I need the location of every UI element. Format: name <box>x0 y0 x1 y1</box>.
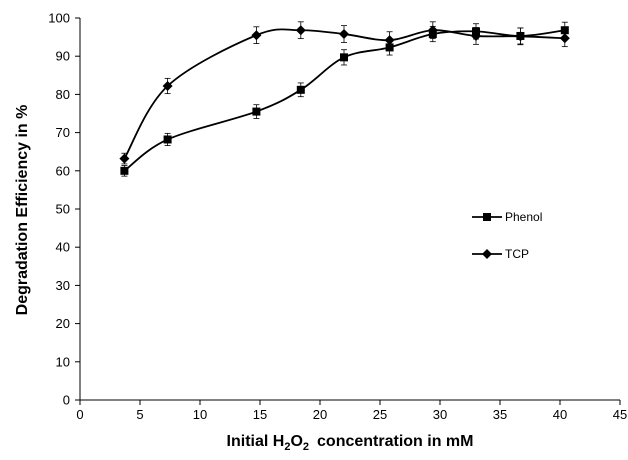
x-tick-label: 15 <box>253 407 267 422</box>
x-tick-label: 0 <box>76 407 83 422</box>
data-point-phenol <box>120 166 129 175</box>
y-tick-label: 90 <box>56 49 70 64</box>
data-point-tcp <box>339 29 349 40</box>
x-tick-label: 35 <box>493 407 507 422</box>
y-axis-title: Degradation Efficiency in % <box>14 105 31 316</box>
y-tick-label: 10 <box>56 354 70 369</box>
x-axis-title-suffix: concentration in mM <box>317 433 473 450</box>
data-point-tcp <box>295 25 306 36</box>
data-point-tcp <box>384 35 395 46</box>
x-axis-title-sub1: 2 <box>284 441 290 453</box>
series-line-tcp <box>123 28 565 160</box>
data-point-phenol <box>340 53 348 62</box>
legend-marker-phenol <box>483 213 491 221</box>
data-point-tcp <box>559 33 570 44</box>
legend-marker-tcp <box>482 249 492 259</box>
y-tick-label: 50 <box>56 202 70 217</box>
data-point-phenol <box>296 85 305 94</box>
y-tick-label: 70 <box>56 125 70 140</box>
series-phenol <box>120 21 569 177</box>
legend: Phenol TCP <box>472 210 542 261</box>
x-tick-label: 10 <box>193 407 207 422</box>
data-point-tcp <box>119 153 130 164</box>
x-tick-label: 5 <box>136 407 143 422</box>
axes: 0 5 10 15 20 25 30 35 40 45 0 10 20 30 40 50 60 70 80 90 100 <box>48 11 627 423</box>
y-tick-label: 20 <box>56 316 70 331</box>
x-axis-title-prefix: Initial H <box>227 433 285 450</box>
data-point-phenol <box>252 107 261 116</box>
x-tick-label: 40 <box>553 407 567 422</box>
series-layer <box>119 21 570 177</box>
x-axis-title-mid: O <box>290 433 302 450</box>
series-tcp <box>119 21 570 165</box>
data-point-tcp <box>427 25 438 36</box>
data-point-tcp <box>251 30 262 41</box>
y-tick-label: 0 <box>63 393 70 408</box>
series-line-phenol <box>123 29 565 172</box>
data-point-tcp <box>515 31 526 42</box>
y-tick-label: 40 <box>56 240 70 255</box>
data-point-phenol <box>163 135 172 144</box>
y-tick-label: 100 <box>48 11 70 26</box>
legend-label-phenol: Phenol <box>505 210 542 224</box>
x-axis-title: Initial H2O2 concentration in mM <box>227 433 474 453</box>
x-axis-title-sub2: 2 <box>303 441 309 453</box>
x-tick-label: 45 <box>613 407 627 422</box>
x-tick-label: 20 <box>313 407 327 422</box>
legend-label-tcp: TCP <box>505 247 529 261</box>
x-tick-label: 25 <box>373 407 387 422</box>
x-tick-label: 30 <box>433 407 447 422</box>
data-point-tcp <box>162 80 173 91</box>
y-tick-label: 60 <box>56 163 70 178</box>
y-tick-label: 80 <box>56 87 70 102</box>
data-point-tcp <box>471 30 481 41</box>
y-tick-label: 30 <box>56 278 70 293</box>
